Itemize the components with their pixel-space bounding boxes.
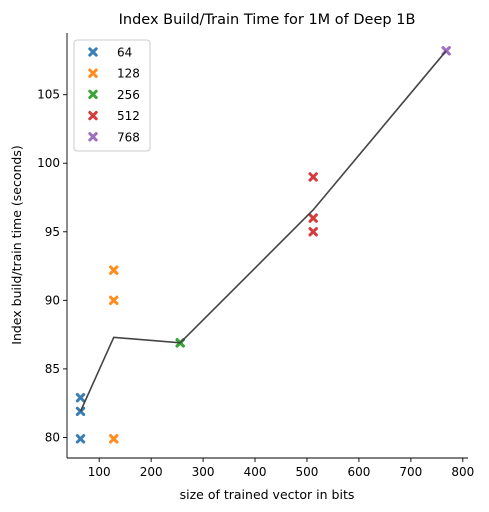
legend-label-512: 512 <box>117 109 140 123</box>
x-tick-label: 700 <box>399 465 422 479</box>
legend-label-768: 768 <box>117 130 140 144</box>
data-point-128 <box>109 265 119 275</box>
x-axis-label: size of trained vector in bits <box>180 487 355 502</box>
x-tick-label: 800 <box>451 465 474 479</box>
x-tick-label: 100 <box>88 465 111 479</box>
legend-label-64: 64 <box>117 46 132 60</box>
legend-label-128: 128 <box>117 67 140 81</box>
x-tick-label: 400 <box>244 465 267 479</box>
trend-line <box>79 50 447 412</box>
data-point-512 <box>308 227 318 237</box>
x-tick-label: 300 <box>192 465 215 479</box>
data-point-64 <box>75 434 86 444</box>
data-point-512 <box>308 172 318 182</box>
data-point-512 <box>308 213 318 223</box>
y-tick-label: 80 <box>45 430 60 444</box>
legend-marker-768 <box>88 132 98 142</box>
x-tick-label: 500 <box>296 465 319 479</box>
legend-frame <box>73 39 151 152</box>
y-tick-label: 100 <box>37 156 60 170</box>
data-point-128 <box>109 434 119 444</box>
data-point-64 <box>75 392 86 403</box>
y-tick-label: 95 <box>45 225 60 239</box>
y-tick-label: 105 <box>37 88 60 102</box>
legend-label-256: 256 <box>117 88 140 102</box>
y-axis-label: Index build/train time (seconds) <box>9 145 24 344</box>
chart-title: Index Build/Train Time for 1M of Deep 1B <box>119 12 416 28</box>
legend: 64 128 256 512 768 <box>73 39 151 152</box>
y-tick-label: 85 <box>45 362 60 376</box>
legend-marker-64 <box>88 47 98 57</box>
legend-marker-128 <box>88 68 98 78</box>
legend-marker-256 <box>88 89 98 100</box>
y-tick-label: 90 <box>45 293 60 307</box>
x-tick-label: 200 <box>140 465 163 479</box>
data-point-128 <box>109 295 119 306</box>
x-tick-label: 600 <box>347 465 370 479</box>
legend-marker-512 <box>88 110 98 121</box>
plot-area: 100 200 300 400 500 600 700 800 80 85 90 95 100 105 <box>37 33 474 479</box>
